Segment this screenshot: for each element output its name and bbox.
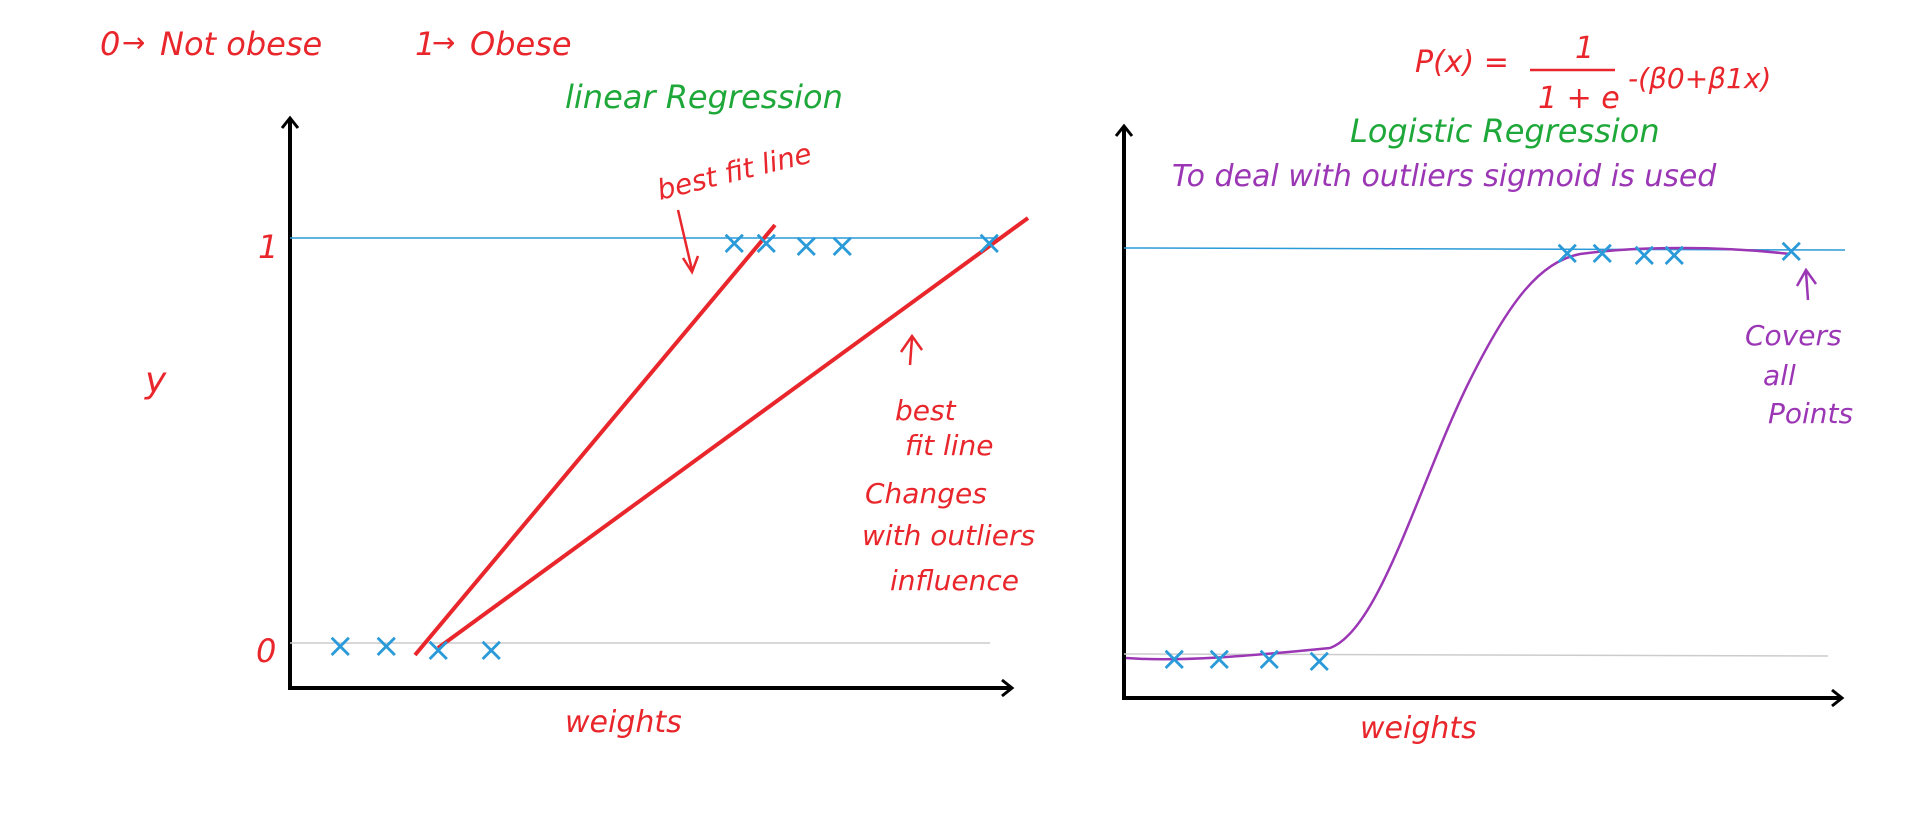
annotation-arrow-down xyxy=(676,209,694,271)
data-point: × xyxy=(720,223,749,263)
data-point: × xyxy=(1160,639,1189,679)
right-x-axis-label: weights xyxy=(1360,711,1477,746)
data-point: × xyxy=(1630,235,1659,275)
sigmoid-formula: P(x) = 1 1 + e -(β0+β1x) xyxy=(1415,31,1771,116)
right-level-0-line xyxy=(1123,653,1829,657)
annotation-best-fit-line: best fit line xyxy=(654,137,815,207)
annotation-line: Points xyxy=(1768,397,1853,430)
annotation-outliers-influence: best fit line Changes with outliers infl… xyxy=(862,394,1035,597)
left-tick-1: 1 xyxy=(258,228,278,266)
logistic-regression-subtitle: To deal with outliers sigmoid is used xyxy=(1172,159,1717,194)
data-point: × xyxy=(372,626,401,666)
best-fit-line-shallow xyxy=(436,216,1030,650)
formula-lhs: P(x) = xyxy=(1415,45,1509,80)
annotation-line: Covers xyxy=(1745,319,1842,352)
legend-zero: 0 xyxy=(100,25,120,63)
annotation-line: best xyxy=(895,394,957,427)
right-data-points: × × × × × × × × × xyxy=(1160,231,1806,681)
data-point: × xyxy=(792,226,821,266)
covers-arrow xyxy=(1804,271,1810,301)
annotation-line: Changes xyxy=(865,477,987,510)
legend-zero-meaning: Not obese xyxy=(160,25,322,63)
left-x-axis-label: weights xyxy=(565,705,682,740)
data-point: × xyxy=(1205,639,1234,679)
annotation-arrow-up xyxy=(908,337,914,366)
formula-numerator: 1 xyxy=(1575,31,1594,66)
linear-regression-title: linear Regression xyxy=(565,78,843,116)
left-tick-0: 0 xyxy=(256,632,276,670)
sigmoid-curve xyxy=(1125,246,1791,661)
legend-arrow-1: → xyxy=(432,26,455,59)
legend-arrow-0: → xyxy=(122,26,145,59)
data-point: × xyxy=(1305,641,1334,681)
annotation-line: fit line xyxy=(905,429,994,462)
data-point: × xyxy=(326,626,355,666)
left-data-points: × × × × × × × × × xyxy=(326,223,1004,670)
data-point: × xyxy=(1255,639,1284,679)
formula-denominator: 1 + e xyxy=(1538,81,1620,116)
formula-exponent: -(β0+β1x) xyxy=(1628,62,1771,95)
annotation-arrow-head xyxy=(681,255,700,275)
legend-one: 1 xyxy=(415,25,435,63)
class-legend-note: 0 → Not obese 1 → Obese xyxy=(100,25,572,63)
annotation-line: with outliers xyxy=(862,519,1035,552)
data-point: × xyxy=(1588,233,1617,273)
legend-one-meaning: Obese xyxy=(470,25,572,63)
linear-regression-plot: linear Regression 1 0 y weights × × × × … xyxy=(144,78,1035,740)
data-point: × xyxy=(477,630,506,670)
annotation-arrow-up-head xyxy=(899,333,924,353)
data-point: × xyxy=(975,223,1004,263)
data-point: × xyxy=(752,223,781,263)
best-fit-line-steep xyxy=(413,223,777,657)
left-y-axis-label: y xyxy=(144,360,167,401)
covers-arrow-head xyxy=(1795,267,1818,287)
annotation-line: all xyxy=(1763,359,1796,392)
logistic-regression-title: Logistic Regression xyxy=(1350,112,1660,150)
data-point: × xyxy=(1553,233,1582,273)
data-point: × xyxy=(1777,231,1806,271)
data-point: × xyxy=(1660,235,1689,275)
data-point: × xyxy=(424,630,453,670)
annotation-covers-all-points: Covers all Points xyxy=(1745,319,1853,430)
logistic-regression-plot: P(x) = 1 1 + e -(β0+β1x) Logistic Regres… xyxy=(1114,31,1853,746)
annotation-line: influence xyxy=(890,564,1019,597)
data-point: × xyxy=(828,226,857,266)
